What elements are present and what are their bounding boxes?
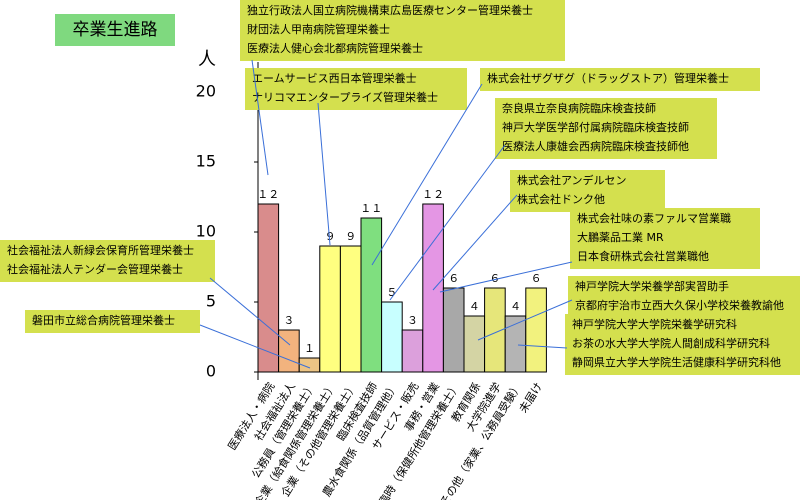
y-axis-label: 人 (198, 49, 216, 70)
annotation-box (245, 68, 467, 110)
bar (381, 301, 403, 373)
bar (339, 245, 362, 373)
bar (422, 203, 444, 373)
annotation-text: 神戸大学医学部付属病院臨床検査技師 (502, 120, 689, 134)
annotation-text: 株式会社ドンク他 (517, 192, 605, 206)
annotation-text: 奈良県立奈良病院臨床検査技師 (502, 101, 656, 115)
annotation-box (510, 170, 665, 212)
annotation-box (565, 314, 800, 375)
y-tick-label: 15 (196, 152, 216, 171)
annotation-text: 医療法人健心会北都病院管理栄養士 (247, 41, 423, 55)
bar (278, 329, 300, 373)
annotation-text: エームサービス西日本管理栄養士 (252, 71, 417, 85)
annotation-text: ナリコマエンタープライズ管理栄養士 (252, 90, 438, 104)
bar (442, 287, 465, 373)
annotation-text: 日本食研株式会社営業職他 (577, 249, 709, 263)
value-label: １ (304, 342, 315, 355)
annotation: 奈良県立奈良病院臨床検査技師神戸大学医学部付属病院臨床検査技師医療法人康雄会西病… (495, 98, 717, 159)
annotation-box (570, 208, 760, 269)
value-label: １２ (422, 188, 444, 201)
annotation: 株式会社ザグザグ（ドラッグストア）管理栄養士 (480, 68, 760, 91)
bar (319, 245, 341, 373)
value-label: ５ (386, 286, 397, 299)
annotation-text: 静岡県立大学大学院生活健康科学研究科他 (572, 355, 781, 369)
value-label: ３ (283, 314, 294, 327)
value-label: ６ (489, 272, 500, 285)
value-label: ９ (345, 230, 356, 243)
bar (360, 217, 383, 373)
annotation-text: 株式会社アンデルセン (517, 173, 627, 187)
value-label: ６ (448, 272, 459, 285)
annotation-text: 社会福祉法人新緑会保育所管理栄養士 (7, 243, 194, 257)
annotation-text: お茶の水大学大学院人間創成科学研究科 (572, 336, 770, 350)
value-label: ３ (407, 314, 418, 327)
annotation-box (495, 98, 717, 159)
value-label: ９ (325, 230, 336, 243)
annotation-box (480, 68, 760, 91)
annotation: 神戸学院大学大学院栄養学研究科お茶の水大学大学院人間創成科学研究科静岡県立大学大… (565, 314, 800, 375)
leader-lines (199, 59, 573, 369)
annotation-text: 磐田市立総合病院管理栄養士 (32, 313, 175, 327)
annotation-box (0, 240, 215, 282)
annotation-text: 神戸学院大学大学院栄養学研究科 (572, 317, 737, 331)
y-tick-label: 20 (196, 82, 216, 101)
annotation-text: 社会福祉法人テンダー会管理栄養士 (7, 262, 183, 276)
annotation-text: 株式会社味の素ファルマ営業職 (577, 211, 731, 225)
title-box (55, 14, 175, 46)
annotation-text: 医療法人康雄会西病院臨床検査技師他 (502, 139, 689, 153)
annotation-box (25, 310, 200, 333)
annotation-text: 大鵬薬品工業 MR (577, 230, 664, 244)
bar (525, 287, 547, 373)
value-label: １２ (257, 188, 279, 201)
bar (257, 203, 280, 373)
annotation-text: 神戸学院大学栄養学部実習助手 (575, 279, 729, 293)
y-tick-label: 10 (196, 222, 216, 241)
annotation-text: 独立行政法人国立病院機構東広島医療センター管理栄養士 (247, 3, 533, 17)
chart-title: 卒業生進路 (73, 20, 158, 40)
value-label: ４ (510, 300, 521, 313)
annotation-box (568, 276, 800, 318)
value-label: ６ (531, 272, 542, 285)
annotation-box (240, 0, 565, 61)
bar (463, 315, 486, 373)
annotation: 独立行政法人国立病院機構東広島医療センター管理栄養士財団法人甲南病院管理栄養士医… (240, 0, 565, 61)
value-label: １１ (360, 202, 382, 215)
y-tick-label: 0 (206, 362, 216, 381)
annotation-text: 株式会社ザグザグ（ドラッグストア）管理栄養士 (487, 71, 729, 85)
annotation-text: 財団法人甲南病院管理栄養士 (247, 22, 390, 36)
value-label: ４ (469, 300, 480, 313)
annotation: 磐田市立総合病院管理栄養士 (25, 310, 200, 333)
bar (401, 329, 424, 373)
annotation-text: 京都府宇治市立西大久保小学校栄養教諭他 (575, 298, 784, 312)
y-tick-label: 5 (206, 292, 216, 311)
